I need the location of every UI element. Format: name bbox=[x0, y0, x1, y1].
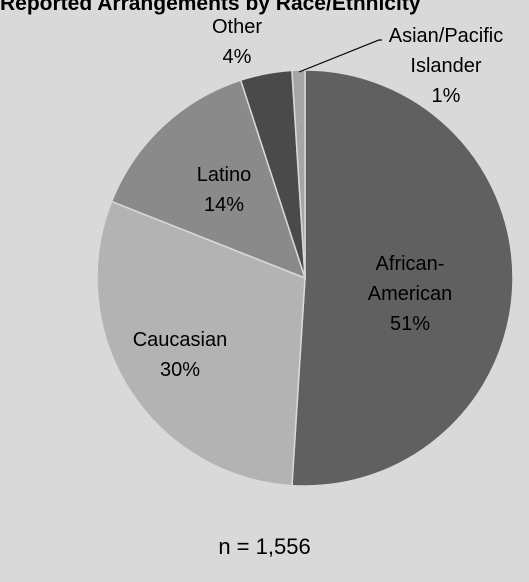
slice-label-latino: Latino 14% bbox=[197, 164, 252, 216]
slice-label-other: Other 4% bbox=[212, 16, 262, 68]
asian-pacific-leader-line bbox=[298, 39, 382, 73]
pie-slice-african-american bbox=[291, 69, 514, 487]
slice-label-asian-pacific-islander: Asian/Pacific Islander 1% bbox=[389, 25, 504, 107]
slice-label-african-american: African-American 51% bbox=[368, 253, 452, 335]
chart-title: Reported Arrangements by Race/Ethnicity bbox=[0, 0, 421, 15]
slice-label-caucasian: Caucasian 30% bbox=[133, 329, 228, 381]
sample-size-note: n = 1,556 bbox=[218, 534, 311, 559]
pie-slice-caucasian bbox=[96, 200, 306, 487]
